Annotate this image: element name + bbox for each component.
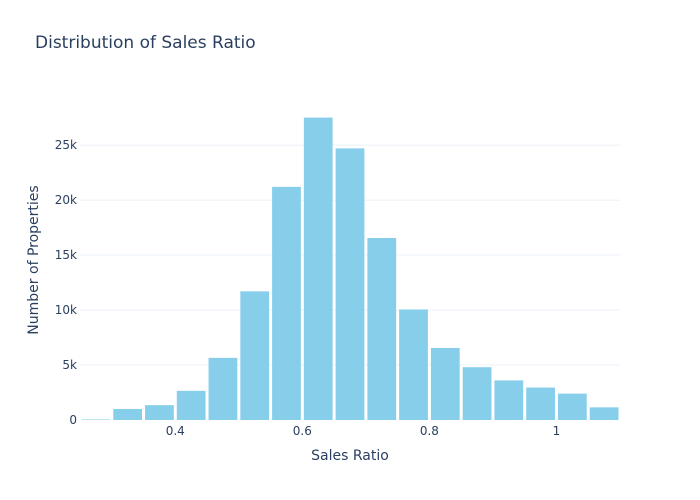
histogram-bar: [113, 409, 143, 420]
y-tick-label: 15k: [55, 248, 77, 262]
histogram-bar: [526, 387, 555, 420]
histogram-bar: [145, 405, 174, 420]
chart-title: Distribution of Sales Ratio: [35, 33, 256, 53]
histogram-bar: [399, 309, 428, 420]
histogram-bar: [557, 393, 587, 420]
histogram-bar: [176, 390, 206, 420]
histogram-bar: [494, 380, 524, 420]
histogram-bar: [81, 419, 111, 420]
histogram-bar: [462, 367, 492, 420]
histogram-bar: [208, 357, 238, 420]
histogram-bar: [430, 347, 460, 420]
histogram-bar: [335, 148, 365, 420]
histogram-bar: [367, 238, 397, 420]
histogram-bar: [240, 291, 270, 420]
y-axis-title: Number of Properties: [26, 185, 42, 334]
histogram-bar: [272, 186, 301, 420]
x-tick-label: 0.4: [166, 424, 185, 438]
histogram-bar: [303, 117, 333, 420]
x-tick-label: 1: [553, 424, 561, 438]
x-axis-title: Sales Ratio: [311, 448, 389, 464]
y-tick-label: 20k: [55, 193, 77, 207]
histogram-bar: [589, 407, 619, 420]
y-axis-ticks: 0 5k 10k 15k 20k 25k: [55, 138, 77, 427]
y-tick-label: 10k: [55, 303, 77, 317]
x-axis-ticks: 0.4 0.6 0.8 1: [166, 424, 561, 438]
y-tick-label: 5k: [62, 358, 77, 372]
y-tick-label: 25k: [55, 138, 77, 152]
bars: [81, 117, 619, 420]
x-tick-label: 0.6: [293, 424, 312, 438]
y-tick-label: 0: [69, 413, 77, 427]
x-tick-label: 0.8: [420, 424, 439, 438]
